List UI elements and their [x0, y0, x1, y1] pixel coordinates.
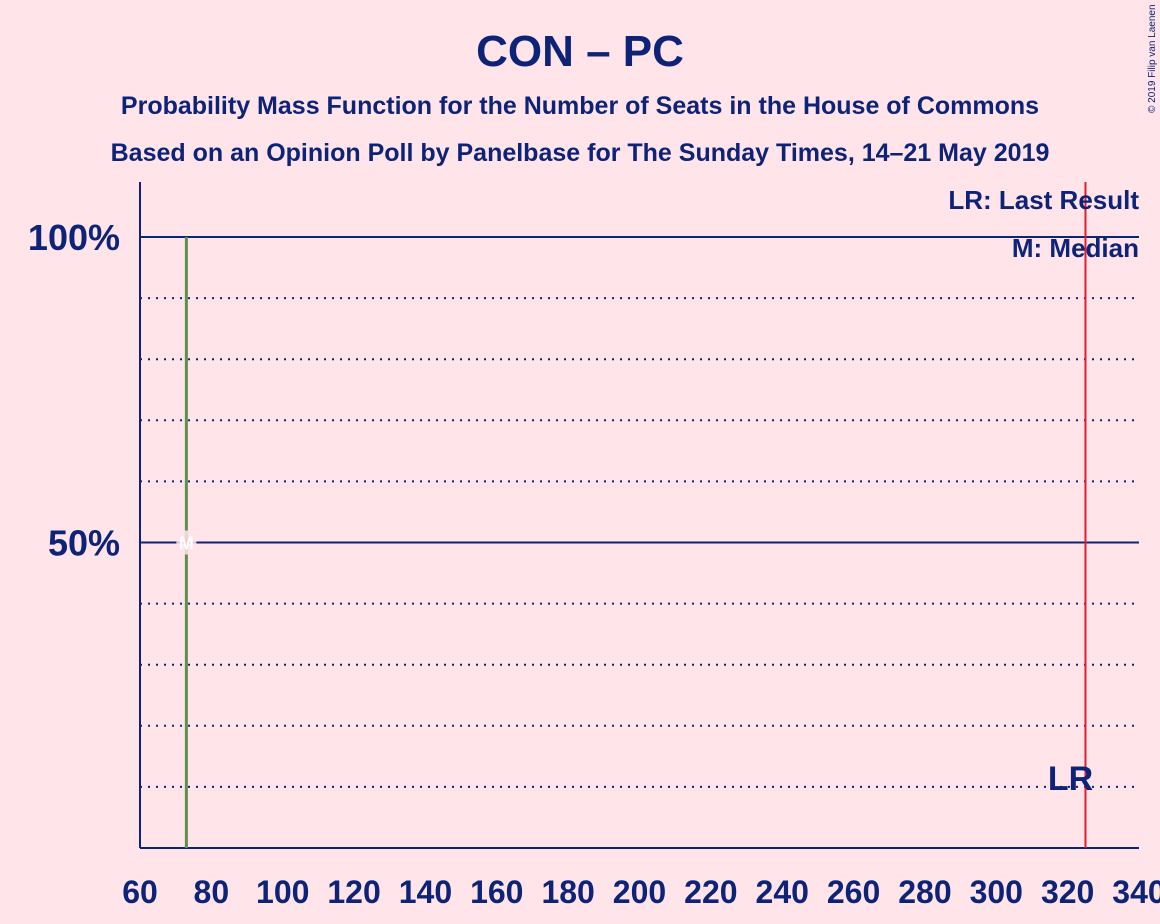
- median-marker-bg: [176, 530, 197, 555]
- x-tick-label-80: 80: [194, 874, 230, 910]
- chart-subtitle-1: Probability Mass Function for the Number…: [121, 92, 1039, 120]
- x-tick-label-320: 320: [1041, 874, 1094, 910]
- chart-title: CON – PC: [476, 27, 684, 76]
- chart-subtitle-2: Based on an Opinion Poll by Panelbase fo…: [111, 139, 1050, 167]
- x-tick-label-240: 240: [756, 874, 809, 910]
- x-tick-label-100: 100: [256, 874, 309, 910]
- x-tick-label-260: 260: [827, 874, 880, 910]
- x-tick-label-280: 280: [898, 874, 951, 910]
- x-tick-label-300: 300: [970, 874, 1023, 910]
- legend-median: M: Median: [1012, 233, 1139, 263]
- x-tick-label-60: 60: [122, 874, 158, 910]
- y-tick-label-100: 100%: [28, 217, 120, 258]
- last-result-label: LR: [1048, 760, 1093, 798]
- plot-area: 50% 100% 60 80 100 120 140 160 180 200 220 240 260 28…: [28, 182, 1160, 910]
- y-tick-label-50: 50%: [48, 523, 120, 564]
- median-marker: M: [179, 534, 194, 554]
- x-tick-label-200: 200: [613, 874, 666, 910]
- x-tick-label-120: 120: [327, 874, 380, 910]
- legend-last-result: LR: Last Result: [948, 185, 1139, 215]
- x-tick-label-180: 180: [541, 874, 594, 910]
- x-tick-label-340: 340: [1112, 874, 1160, 910]
- x-tick-label-140: 140: [399, 874, 452, 910]
- x-tick-label-220: 220: [684, 874, 737, 910]
- x-tick-label-160: 160: [470, 874, 523, 910]
- copyright: © 2019 Filip van Laenen: [1147, 4, 1158, 113]
